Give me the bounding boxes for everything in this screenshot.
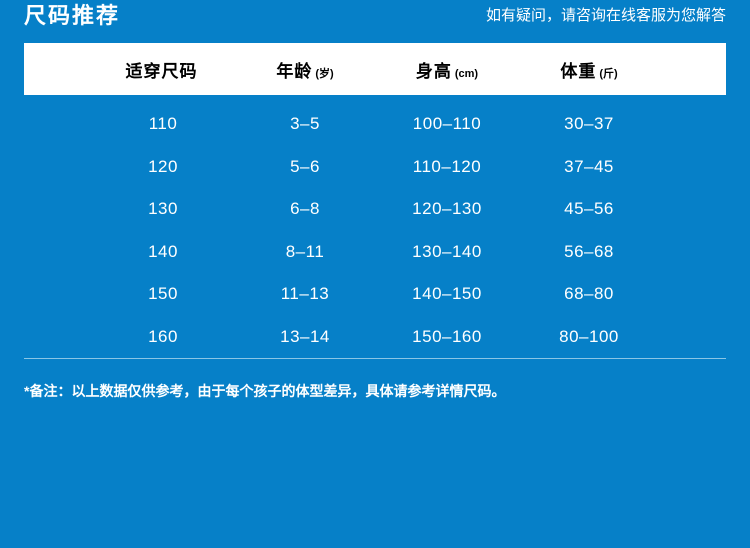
size-cell: 130	[148, 199, 178, 219]
age-cell: 6–8	[290, 199, 320, 219]
weight-cell: 45–56	[564, 199, 614, 219]
table-row: 160 13–14 150–160 80–100	[24, 316, 726, 359]
weight-cell: 30–37	[564, 114, 614, 134]
column-header-age-label: 年龄	[276, 61, 313, 81]
column-header-height-unit: (cm)	[454, 67, 479, 80]
height-cell: 140–150	[412, 284, 482, 304]
page-title: 尺码推荐	[24, 3, 121, 28]
column-header-age-unit: (岁)	[315, 67, 334, 80]
weight-cell: 68–80	[564, 284, 614, 304]
column-header-weight: 体重 (斤)	[518, 57, 660, 82]
height-cell: 110–120	[412, 156, 482, 176]
height-cell: 100–110	[412, 114, 482, 134]
divider	[24, 358, 726, 359]
height-cell: 150–160	[412, 326, 482, 346]
column-header-size-label: 适穿尺码	[125, 61, 198, 81]
column-header-height: 身高 (cm)	[376, 57, 518, 82]
table-body: 110 3–5 100–110 30–37 120 5–6 110–120 37…	[24, 95, 726, 358]
column-header-age: 年龄 (岁)	[234, 57, 376, 82]
age-cell: 3–5	[290, 114, 320, 134]
table-row: 110 3–5 100–110 30–37	[24, 103, 726, 146]
size-cell: 160	[148, 326, 178, 346]
page-header: 尺码推荐 如有疑问，请咨询在线客服为您解答	[0, 0, 750, 43]
table-row: 130 6–8 120–130 45–56	[24, 188, 726, 231]
height-cell: 130–140	[412, 241, 482, 261]
height-cell: 120–130	[412, 199, 482, 219]
weight-cell: 37–45	[564, 156, 614, 176]
table-header-row: 适穿尺码 年龄 (岁) 身高 (cm) 体重 (斤)	[24, 43, 726, 95]
footnote: *备注：以上数据仅供参考，由于每个孩子的体型差异，具体请参考详情尺码。	[24, 383, 506, 399]
weight-cell: 56–68	[564, 241, 614, 261]
size-table: 适穿尺码 年龄 (岁) 身高 (cm) 体重 (斤) 110 3–5 100–110 …	[24, 43, 726, 358]
size-cell: 110	[148, 114, 178, 134]
size-cell: 120	[148, 156, 178, 176]
age-cell: 13–14	[280, 326, 330, 346]
support-note: 如有疑问，请咨询在线客服为您解答	[485, 7, 726, 24]
table-row: 140 8–11 130–140 56–68	[24, 231, 726, 274]
column-header-height-label: 身高	[415, 61, 452, 81]
age-cell: 5–6	[290, 156, 320, 176]
age-cell: 8–11	[285, 241, 325, 261]
table-row: 120 5–6 110–120 37–45	[24, 146, 726, 189]
column-header-weight-unit: (斤)	[599, 67, 618, 80]
size-cell: 150	[148, 284, 178, 304]
column-header-size: 适穿尺码	[92, 57, 234, 82]
age-cell: 11–13	[280, 284, 330, 304]
weight-cell: 80–100	[559, 326, 619, 346]
column-header-weight-label: 体重	[560, 61, 597, 81]
size-cell: 140	[148, 241, 178, 261]
table-row: 150 11–13 140–150 68–80	[24, 273, 726, 316]
